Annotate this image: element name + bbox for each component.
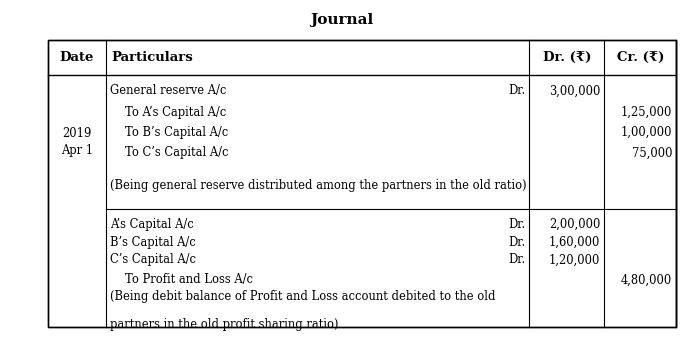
Text: Particulars: Particulars bbox=[111, 51, 193, 64]
Text: 1,20,000: 1,20,000 bbox=[549, 253, 600, 267]
Text: Dr. (₹): Dr. (₹) bbox=[543, 51, 591, 64]
Text: General reserve A/c: General reserve A/c bbox=[110, 85, 226, 97]
Text: 3,00,000: 3,00,000 bbox=[549, 85, 600, 97]
Text: Dr.: Dr. bbox=[508, 85, 525, 97]
Text: Cr. (₹): Cr. (₹) bbox=[617, 51, 664, 64]
Text: 1,25,000: 1,25,000 bbox=[621, 106, 672, 119]
Text: (Being general reserve distributed among the partners in the old ratio): (Being general reserve distributed among… bbox=[110, 179, 527, 192]
Text: To Profit and Loss A/c: To Profit and Loss A/c bbox=[125, 273, 253, 286]
Text: To A’s Capital A/c: To A’s Capital A/c bbox=[125, 106, 226, 119]
Text: Dr.: Dr. bbox=[508, 218, 525, 231]
Text: 1,60,000: 1,60,000 bbox=[549, 236, 600, 249]
Text: Dr.: Dr. bbox=[508, 236, 525, 249]
Bar bbox=[48, 40, 676, 327]
Text: To B’s Capital A/c: To B’s Capital A/c bbox=[125, 126, 228, 139]
Text: Date: Date bbox=[59, 51, 94, 64]
Bar bbox=[48, 40, 676, 327]
Text: Dr.: Dr. bbox=[508, 253, 525, 267]
Text: 2019: 2019 bbox=[62, 127, 92, 140]
Text: Journal: Journal bbox=[310, 13, 373, 27]
Text: To C’s Capital A/c: To C’s Capital A/c bbox=[125, 146, 229, 159]
Text: B’s Capital A/c: B’s Capital A/c bbox=[110, 236, 196, 249]
Text: A’s Capital A/c: A’s Capital A/c bbox=[110, 218, 194, 231]
Text: 2,00,000: 2,00,000 bbox=[549, 218, 600, 231]
Text: C’s Capital A/c: C’s Capital A/c bbox=[110, 253, 196, 267]
Text: 1,00,000: 1,00,000 bbox=[621, 126, 672, 139]
Text: partners in the old profit sharing ratio): partners in the old profit sharing ratio… bbox=[110, 318, 339, 331]
Text: 4,80,000: 4,80,000 bbox=[621, 273, 672, 286]
Text: (Being debit balance of Profit and Loss account debited to the old: (Being debit balance of Profit and Loss … bbox=[110, 290, 495, 303]
Text: Apr 1: Apr 1 bbox=[61, 144, 93, 157]
Text: 75,000: 75,000 bbox=[632, 146, 672, 159]
